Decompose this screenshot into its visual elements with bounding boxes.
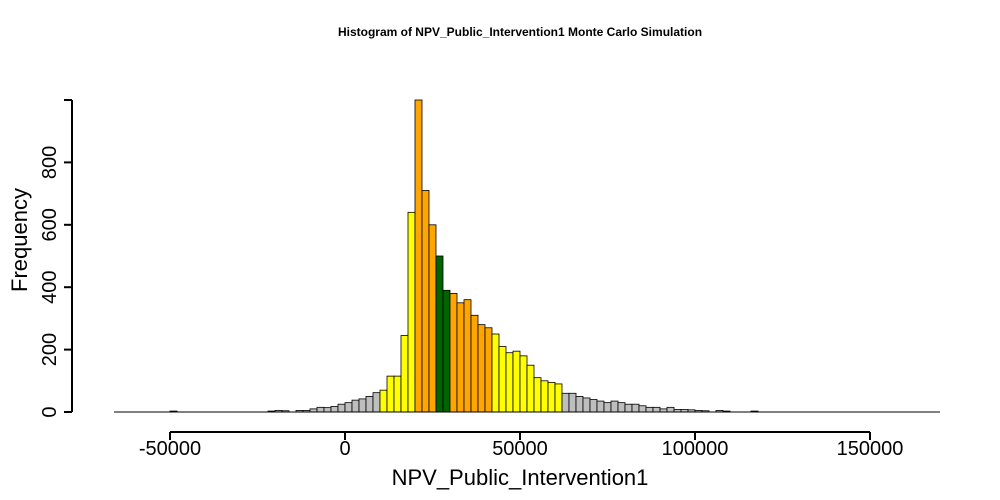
y-tick-label: 600: [39, 208, 61, 241]
histogram-bar: [414, 99, 423, 413]
histogram-bar: [358, 398, 367, 413]
histogram-bar: [421, 190, 430, 413]
histogram-bar: [617, 402, 626, 413]
x-tick-label: 50000: [492, 438, 548, 460]
y-axis: 0 200 400 600 800: [39, 99, 73, 418]
histogram-bar: [484, 327, 493, 413]
histogram-bar: [463, 299, 472, 413]
x-axis-title: NPV_Public_Intervention1: [392, 465, 649, 490]
x-axis: -50000 0 50000 100000 150000: [139, 431, 904, 460]
histogram-bar: [316, 406, 325, 413]
histogram-bar: [442, 289, 451, 413]
histogram-bar: [561, 392, 570, 413]
x-tick-label: 0: [339, 438, 350, 460]
histogram-bar: [351, 399, 360, 413]
y-tick-label: 0: [39, 406, 61, 417]
histogram-bar: [505, 352, 514, 413]
histogram-bar: [428, 224, 437, 413]
x-tick-label: 100000: [662, 438, 729, 460]
y-tick-label: 400: [39, 271, 61, 304]
histogram-bar: [470, 314, 479, 413]
histogram-bar: [519, 355, 528, 413]
histogram-bar: [596, 400, 605, 413]
histogram-bar: [533, 377, 542, 413]
x-tick-label: 150000: [837, 438, 904, 460]
histogram-bar: [379, 389, 388, 413]
x-tick-label: -50000: [139, 438, 201, 460]
histogram-bar: [631, 403, 640, 413]
histogram-bar: [337, 403, 346, 413]
y-axis-title: Frequency: [7, 188, 32, 292]
histogram-bar: [400, 335, 409, 413]
histogram-bar: [393, 375, 402, 413]
histogram-bar: [666, 406, 675, 413]
histogram-bar: [456, 302, 465, 413]
histogram-bar: [554, 383, 563, 413]
histogram-bar: [638, 405, 647, 413]
histogram-bar: [477, 324, 486, 413]
histogram-bar: [645, 406, 654, 413]
histogram-bar: [512, 350, 521, 413]
histogram-bar: [652, 406, 661, 413]
histogram-bar: [498, 346, 507, 413]
chart-title: Histogram of NPV_Public_Intervention1 Mo…: [338, 25, 702, 39]
histogram-bars: [169, 99, 759, 413]
histogram-bar: [526, 364, 535, 413]
histogram-bar: [372, 392, 381, 413]
histogram-bar: [323, 407, 332, 413]
histogram-bar: [610, 400, 619, 413]
histogram-bar: [624, 403, 633, 413]
histogram-bar: [603, 402, 612, 413]
histogram-bar: [547, 381, 556, 413]
histogram-bar: [491, 333, 500, 413]
histogram-bar: [449, 293, 458, 413]
histogram-bar: [330, 405, 339, 413]
histogram-bar: [568, 392, 577, 413]
y-tick-label: 200: [39, 333, 61, 366]
histogram-bar: [589, 399, 598, 413]
histogram-bar: [582, 397, 591, 413]
y-tick-label: 800: [39, 146, 61, 179]
histogram-bar: [435, 255, 444, 413]
histogram-bar: [575, 395, 584, 413]
histogram-bar: [407, 211, 416, 413]
histogram-bar: [386, 375, 395, 413]
histogram-bar: [540, 380, 549, 413]
histogram-bar: [365, 395, 374, 413]
histogram-bar: [344, 402, 353, 413]
